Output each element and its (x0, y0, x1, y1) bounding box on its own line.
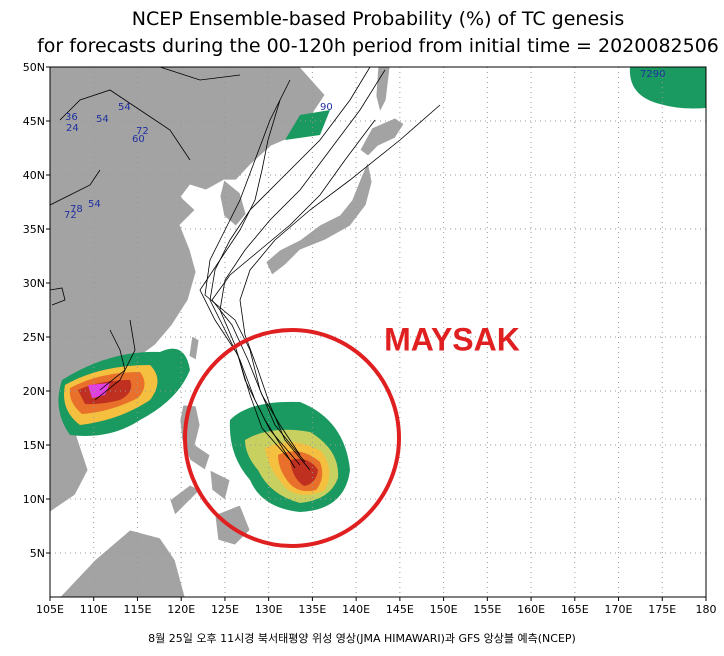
lat-label: 50N (23, 61, 45, 74)
lat-label: 25N (23, 331, 45, 344)
map-label: 72 (136, 126, 149, 137)
lon-label: 175E (648, 603, 676, 616)
map-label: 54 (96, 114, 109, 125)
lat-label: 30N (23, 277, 45, 290)
map-frame (49, 66, 707, 598)
lat-label: 10N (23, 493, 45, 506)
lat-label: 15N (23, 439, 45, 452)
ensemble-tracks (50, 67, 441, 471)
map-label: 36 (65, 112, 78, 123)
lat-label: 45N (23, 115, 45, 128)
map-label: 7290 (640, 69, 665, 80)
axes: 105E 110E 115E 120E 125E 130E 135E 140E 145E 150E… (23, 61, 717, 616)
lon-label: 160E (517, 603, 545, 616)
title-line: for forecasts during the 00-120h period … (37, 35, 719, 57)
highlight-circle (183, 328, 401, 548)
lon-label: 130E (255, 603, 283, 616)
lon-label: 115E (123, 603, 151, 616)
map-label: 78 (70, 204, 83, 215)
map-label: 54 (118, 102, 131, 113)
caption: 8월 25일 오후 11시경 북서태평양 위성 영상(JMA HIMAWARI)… (148, 631, 576, 645)
lat-label: 40N (23, 169, 45, 182)
storm-name: MAYSAK (384, 321, 520, 357)
map-label: 60 (132, 134, 145, 145)
map-label: 54 (88, 199, 101, 210)
lon-label: 165E (561, 603, 589, 616)
lon-label: 140E (342, 603, 370, 616)
map-label: 24 (66, 123, 79, 134)
lon-label: 120E (167, 603, 195, 616)
lon-label: 125E (211, 603, 239, 616)
probability-shading (58, 67, 706, 512)
lon-label: 155E (473, 603, 501, 616)
lon-label: 150E (430, 603, 458, 616)
map-label: 72 (64, 210, 77, 221)
lon-label: 110E (80, 603, 108, 616)
map-label: 90 (320, 102, 333, 113)
lon-label: 145E (386, 603, 414, 616)
lon-label: 105E (36, 603, 64, 616)
lat-label: 5N (30, 547, 45, 560)
lon-label: 180 (696, 603, 717, 616)
lon-label: 170E (605, 603, 633, 616)
lat-label: 20N (23, 385, 45, 398)
lat-label: 35N (23, 223, 45, 236)
lon-label: 135E (298, 603, 326, 616)
title-line: NCEP Ensemble-based Probability (%) of T… (132, 8, 625, 30)
